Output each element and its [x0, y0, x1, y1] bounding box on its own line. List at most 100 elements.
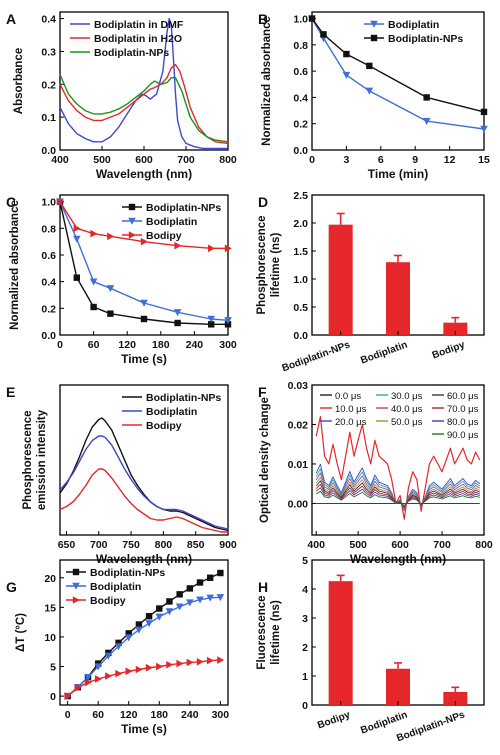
panel-letter: D — [258, 194, 268, 210]
x-tick-label: 15 — [478, 154, 490, 166]
x-tick-label: 180 — [151, 709, 169, 721]
data-point — [115, 669, 123, 678]
y-tick-label: 0 — [302, 700, 308, 712]
y-tick-label: 0.6 — [293, 66, 308, 78]
x-tick-label: 300 — [212, 709, 230, 721]
x-axis-label: Wavelength (nm) — [350, 552, 446, 566]
legend-label: 90.0 μs — [447, 430, 479, 441]
data-point — [365, 87, 374, 95]
x-tick-label: 240 — [186, 339, 204, 351]
data-point — [208, 321, 215, 328]
y-axis-label-line: emission intensity — [36, 409, 48, 510]
data-point — [90, 229, 98, 238]
y-axis-label-line: Fluorescence — [256, 595, 268, 669]
data-point — [422, 117, 431, 125]
x-tick-label: 6 — [378, 154, 384, 166]
x-tick-label: 800 — [155, 539, 173, 551]
data-point — [480, 125, 488, 133]
data-point — [174, 319, 181, 327]
data-point — [176, 591, 183, 598]
y-axis-label-line: Phosphorescence — [22, 410, 34, 509]
data-point — [106, 285, 115, 293]
y-tick-label: 1 — [302, 671, 308, 683]
data-point — [156, 662, 164, 671]
data-point — [56, 197, 64, 206]
bar — [443, 322, 468, 335]
y-tick-label: 0.4 — [293, 92, 308, 104]
y-tick-label: 0.0 — [293, 330, 308, 342]
data-point — [176, 659, 184, 668]
y-tick-label: 0.4 — [41, 277, 56, 289]
data-point — [94, 675, 102, 683]
legend-label: Bodiplatin — [90, 581, 141, 593]
data-point — [104, 652, 113, 660]
plot-frame — [59, 194, 229, 336]
y-axis-label-line: lifetime (ns) — [270, 600, 282, 665]
data-point — [174, 241, 182, 250]
x-tick-label: 700 — [177, 154, 195, 166]
legend-marker — [72, 568, 80, 576]
category-label: Bodiplatin-NPs — [281, 339, 353, 374]
y-tick-label: 0.03 — [288, 380, 309, 392]
series-line — [315, 490, 480, 507]
y-tick-label: 10 — [44, 632, 56, 644]
y-axis-label-line: Absorbance — [13, 48, 25, 114]
y-tick-label: 0.0 — [293, 145, 308, 157]
y-tick-label: 0.0 — [41, 330, 56, 342]
y-axis-label-line: Phosphorescence — [256, 215, 268, 314]
x-tick-label: 0 — [65, 709, 71, 721]
data-point — [114, 643, 123, 651]
panel-B: B 0 3 6 9 12 15 0.0 0.2 0.4 0.6 0.8 1.0 Time (min) Nor… — [258, 11, 490, 181]
legend-label: Bodiplatin-NPs — [90, 567, 165, 579]
data-point — [73, 274, 80, 281]
panel-letter: B — [258, 11, 268, 27]
data-point — [224, 317, 232, 325]
y-tick-label: 20 — [44, 573, 56, 585]
data-point — [145, 663, 153, 672]
y-tick-label: 0.8 — [41, 223, 56, 235]
data-point — [342, 71, 351, 79]
data-point — [125, 667, 133, 676]
legend-label: 20.0 μs — [335, 417, 367, 428]
plot-frame — [59, 559, 229, 706]
y-tick-label: 4 — [302, 584, 308, 596]
panel-letter: G — [6, 579, 17, 595]
x-tick-label: 240 — [181, 709, 199, 721]
bar — [328, 224, 353, 335]
x-tick-label: 12 — [444, 154, 456, 166]
data-point — [217, 569, 224, 577]
data-point — [186, 599, 194, 607]
data-point — [196, 657, 204, 666]
legend-label: Bodiplatin-NPs — [146, 202, 221, 214]
data-point — [166, 598, 173, 605]
x-tick-label: 700 — [433, 539, 451, 551]
legend-label: 70.0 μs — [447, 404, 479, 415]
x-tick-label: 600 — [135, 154, 153, 166]
legend-label: 50.0 μs — [391, 417, 423, 428]
x-tick-label: 60 — [88, 339, 100, 351]
data-point — [84, 678, 92, 687]
data-point — [308, 15, 316, 22]
data-point — [90, 303, 97, 311]
y-axis-label-line: Optical density change — [259, 397, 271, 523]
y-tick-label: 0.1 — [41, 112, 56, 124]
y-axis-label: Fluorescence lifetime (ns) — [256, 595, 282, 669]
data-point — [216, 594, 225, 602]
y-tick-label: 0.8 — [293, 40, 308, 52]
data-point — [156, 605, 163, 612]
data-point — [73, 235, 81, 243]
y-axis-label: Normalized absorbance — [9, 200, 21, 330]
y-tick-label: 0.02 — [288, 419, 309, 431]
data-point — [84, 673, 92, 681]
legend-marker — [128, 217, 136, 225]
series-line — [59, 201, 228, 250]
data-point — [155, 613, 164, 621]
legend-label: Bodiplatin-NPs — [146, 392, 221, 404]
series-line — [59, 417, 229, 532]
data-point — [135, 626, 143, 634]
x-tick-label: 900 — [219, 539, 237, 551]
y-tick-label: 1.0 — [293, 14, 308, 26]
y-axis-label: ΔT (°C) — [15, 613, 27, 652]
